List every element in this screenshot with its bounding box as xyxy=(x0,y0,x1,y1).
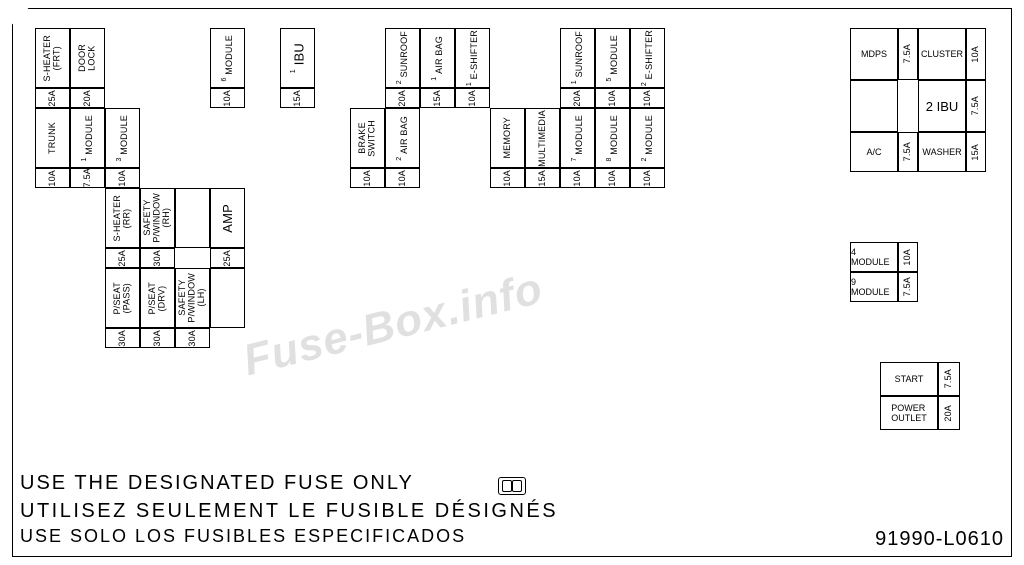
fuse-label: BRAKESWITCH xyxy=(350,108,385,168)
fuse-amperage: 20A xyxy=(938,396,960,430)
fuse-label: P/SEAT(PASS) xyxy=(105,268,140,328)
footer-en: USE THE DESIGNATED FUSE ONLY xyxy=(20,472,414,495)
fuse-amperage: 10A xyxy=(966,28,986,80)
fuse-amperage: 25A xyxy=(210,248,245,268)
fuse-label xyxy=(175,188,210,248)
fuse-label: CLUSTER xyxy=(918,28,966,80)
fuse-amperage: 7.5A xyxy=(966,80,986,132)
fuse-amperage: 10A xyxy=(455,88,490,108)
fuse-amperage: 15A xyxy=(420,88,455,108)
fuse-amperage: 10A xyxy=(560,168,595,188)
fuse-amperage: 15A xyxy=(966,132,986,172)
fuse-label: 6 MODULE xyxy=(210,28,245,88)
fuse-label: 5 MODULE xyxy=(595,28,630,88)
fuse-label: TRUNK xyxy=(35,108,70,168)
fuse-amperage: 30A xyxy=(140,248,175,268)
fuse-amperage: 7.5A xyxy=(898,132,918,172)
fuse-label: START xyxy=(880,362,938,396)
fuse-label: 7 MODULE xyxy=(560,108,595,168)
fuse-label: WASHER xyxy=(918,132,966,172)
fuse-amperage: 7.5A xyxy=(938,362,960,396)
fuse-label: 2 MODULE xyxy=(630,108,665,168)
fuse-label: 9 MODULE xyxy=(850,272,898,302)
fuse-label: MULTIMEDIA xyxy=(525,108,560,168)
fuse-amperage: 7.5A xyxy=(898,272,918,302)
fuse-label: S-HEATER(RR) xyxy=(105,188,140,248)
fuse-amperage: 30A xyxy=(175,328,210,348)
fuse-amperage: 10A xyxy=(630,88,665,108)
fuse-label: 1 IBU xyxy=(280,28,315,88)
fuse-label: 1 E-SHIFTER xyxy=(455,28,490,88)
fuse-label: 2 E-SHIFTER xyxy=(630,28,665,88)
fuse-label: 8 MODULE xyxy=(595,108,630,168)
fuse-label: MEMORY xyxy=(490,108,525,168)
fuse-amperage: 20A xyxy=(560,88,595,108)
part-number: 91990-L0610 xyxy=(875,528,1004,551)
fuse-label: 2 IBU xyxy=(918,80,966,132)
fuse-label xyxy=(210,268,245,328)
fuse-amperage: 7.5A xyxy=(70,168,105,188)
fuse-label: POWEROUTLET xyxy=(880,396,938,430)
fuse-amperage: 10A xyxy=(595,88,630,108)
fuse-amperage: 25A xyxy=(35,88,70,108)
fuse-amperage: 20A xyxy=(385,88,420,108)
fuse-amperage: 15A xyxy=(280,88,315,108)
fuse-amperage: 10A xyxy=(490,168,525,188)
fuse-amperage: 10A xyxy=(210,88,245,108)
fuse-label: 2 SUNROOF xyxy=(385,28,420,88)
fuse-amperage: 30A xyxy=(105,328,140,348)
fuse-amperage: 10A xyxy=(898,242,918,272)
fuse-label: 1 MODULE xyxy=(70,108,105,168)
fuse-amperage: 10A xyxy=(630,168,665,188)
fuse-label: 1 SUNROOF xyxy=(560,28,595,88)
fuse-label: DOORLOCK xyxy=(70,28,105,88)
fuse-amperage: 10A xyxy=(385,168,420,188)
fuse-label: 4 MODULE xyxy=(850,242,898,272)
fuse-icon xyxy=(498,477,526,495)
fuse-amperage: 30A xyxy=(140,328,175,348)
fuse-amperage: 10A xyxy=(105,168,140,188)
footer-es: USE SOLO LOS FUSIBLES ESPECIFICADOS xyxy=(20,526,466,547)
fuse-amperage: 15A xyxy=(525,168,560,188)
fuse-amperage: 7.5A xyxy=(898,28,918,80)
fuse-label: P/SEAT(DRV) xyxy=(140,268,175,328)
fuse-label: AMP xyxy=(210,188,245,248)
fuse-amperage: 10A xyxy=(595,168,630,188)
fuse-label: A/C xyxy=(850,132,898,172)
fuse-amperage: 10A xyxy=(350,168,385,188)
fuse-label xyxy=(850,80,898,132)
fuse-label: S-HEATER(FRT) xyxy=(35,28,70,88)
fuse-label: 3 MODULE xyxy=(105,108,140,168)
fuse-amperage: 25A xyxy=(105,248,140,268)
fuse-label: SAFETYP/WINDOW(LH) xyxy=(175,268,210,328)
fuse-label: 2 AIR BAG xyxy=(385,108,420,168)
fuse-amperage: 10A xyxy=(35,168,70,188)
footer-fr: UTILISEZ SEULEMENT LE FUSIBLE DÉSIGNÉS xyxy=(20,500,558,523)
fuse-label: MDPS xyxy=(850,28,898,80)
fuse-label: 1 AIR BAG xyxy=(420,28,455,88)
fuse-amperage: 20A xyxy=(70,88,105,108)
fuse-label: SAFETYP/WINDOW(RH) xyxy=(140,188,175,248)
